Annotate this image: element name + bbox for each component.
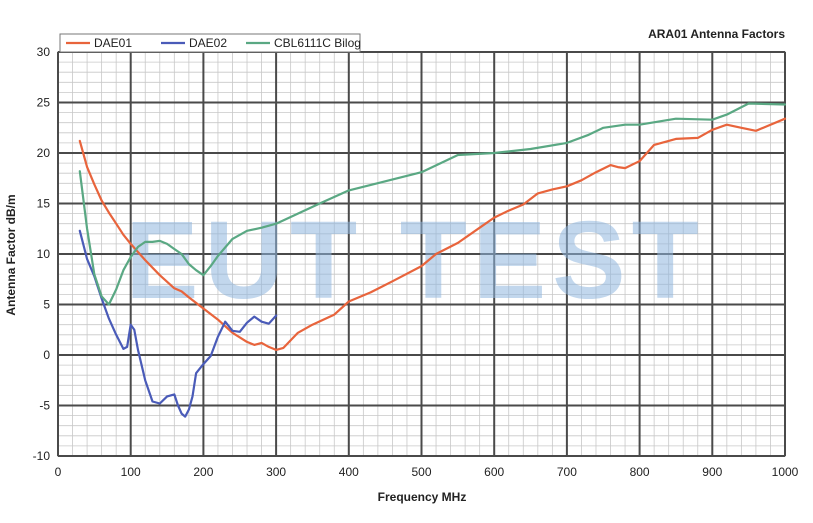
series-line-dae02 (78, 229, 278, 418)
y-tick-label: 10 (37, 247, 51, 261)
chart-title: ARA01 Antenna Factors (648, 27, 785, 41)
y-axis-title: Antenna Factor dB/m (4, 194, 18, 315)
series-layer (78, 102, 787, 418)
watermark-layer: EUT TEST (125, 199, 705, 322)
y-tick-label: 25 (37, 96, 51, 110)
x-tick-label: 800 (630, 465, 650, 479)
legend-label: DAE02 (189, 36, 227, 50)
y-tick-label: 5 (43, 298, 50, 312)
x-tick-label: 500 (411, 465, 431, 479)
series-line-cbl6111c-bilog (78, 102, 787, 306)
x-tick-label: 0 (55, 465, 62, 479)
x-tick-label: 700 (557, 465, 577, 479)
x-axis-title: Frequency MHz (378, 490, 467, 504)
series-line-dae01 (78, 117, 787, 351)
y-tick-label: 20 (37, 146, 51, 160)
legend-label: CBL6111C Bilog (274, 36, 361, 50)
major-gridlines (57, 51, 786, 457)
y-tick-label: -10 (33, 449, 51, 463)
x-tick-label: 900 (702, 465, 722, 479)
y-axis-ticks: -10 -5 0 5 10 15 20 25 30 (33, 45, 51, 463)
x-tick-label: 100 (121, 465, 141, 479)
x-tick-label: 600 (484, 465, 504, 479)
y-tick-label: 30 (37, 45, 51, 59)
x-axis-ticks: 0 100 200 300 400 500 600 700 800 900 1000 (55, 465, 799, 479)
legend-label: DAE01 (94, 36, 132, 50)
chart-legend: DAE01 DAE02 CBL6111C Bilog (59, 33, 361, 53)
y-tick-label: 0 (43, 348, 50, 362)
y-tick-label: 15 (37, 197, 51, 211)
x-tick-label: 300 (266, 465, 286, 479)
watermark-text: EUT TEST (125, 199, 705, 322)
x-tick-label: 400 (339, 465, 359, 479)
x-tick-label: 200 (193, 465, 213, 479)
y-tick-label: -5 (39, 399, 50, 413)
legend-box (59, 33, 361, 53)
x-tick-label: 1000 (772, 465, 799, 479)
